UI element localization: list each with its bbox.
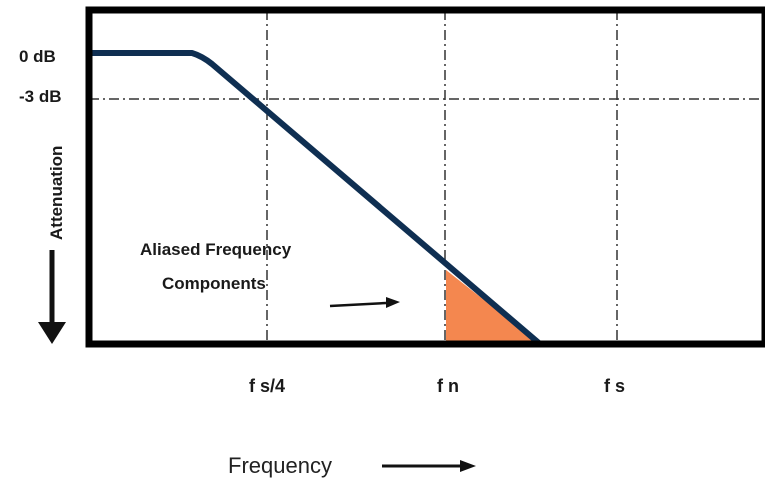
x-axis-title: Frequency xyxy=(228,453,332,478)
annotation-line-1: Aliased Frequency xyxy=(140,240,292,259)
annotation-arrow-head-icon xyxy=(386,297,400,308)
x-tick-fs: f s xyxy=(604,376,625,396)
x-tick-fn: f n xyxy=(437,376,459,396)
y-axis-title: Attenuation xyxy=(47,146,66,240)
y-tick-0db: 0 dB xyxy=(19,47,56,66)
plot-frame xyxy=(85,6,765,348)
filter-response-line xyxy=(89,50,542,347)
annotation-line-2: Components xyxy=(162,274,266,293)
annotation-arrow-shaft xyxy=(329,301,387,308)
y-arrow-head-icon xyxy=(38,322,66,344)
x-arrow-head-icon xyxy=(460,460,476,472)
x-tick-fs4: f s/4 xyxy=(249,376,285,396)
y-tick-minus3db: -3 dB xyxy=(19,87,62,106)
